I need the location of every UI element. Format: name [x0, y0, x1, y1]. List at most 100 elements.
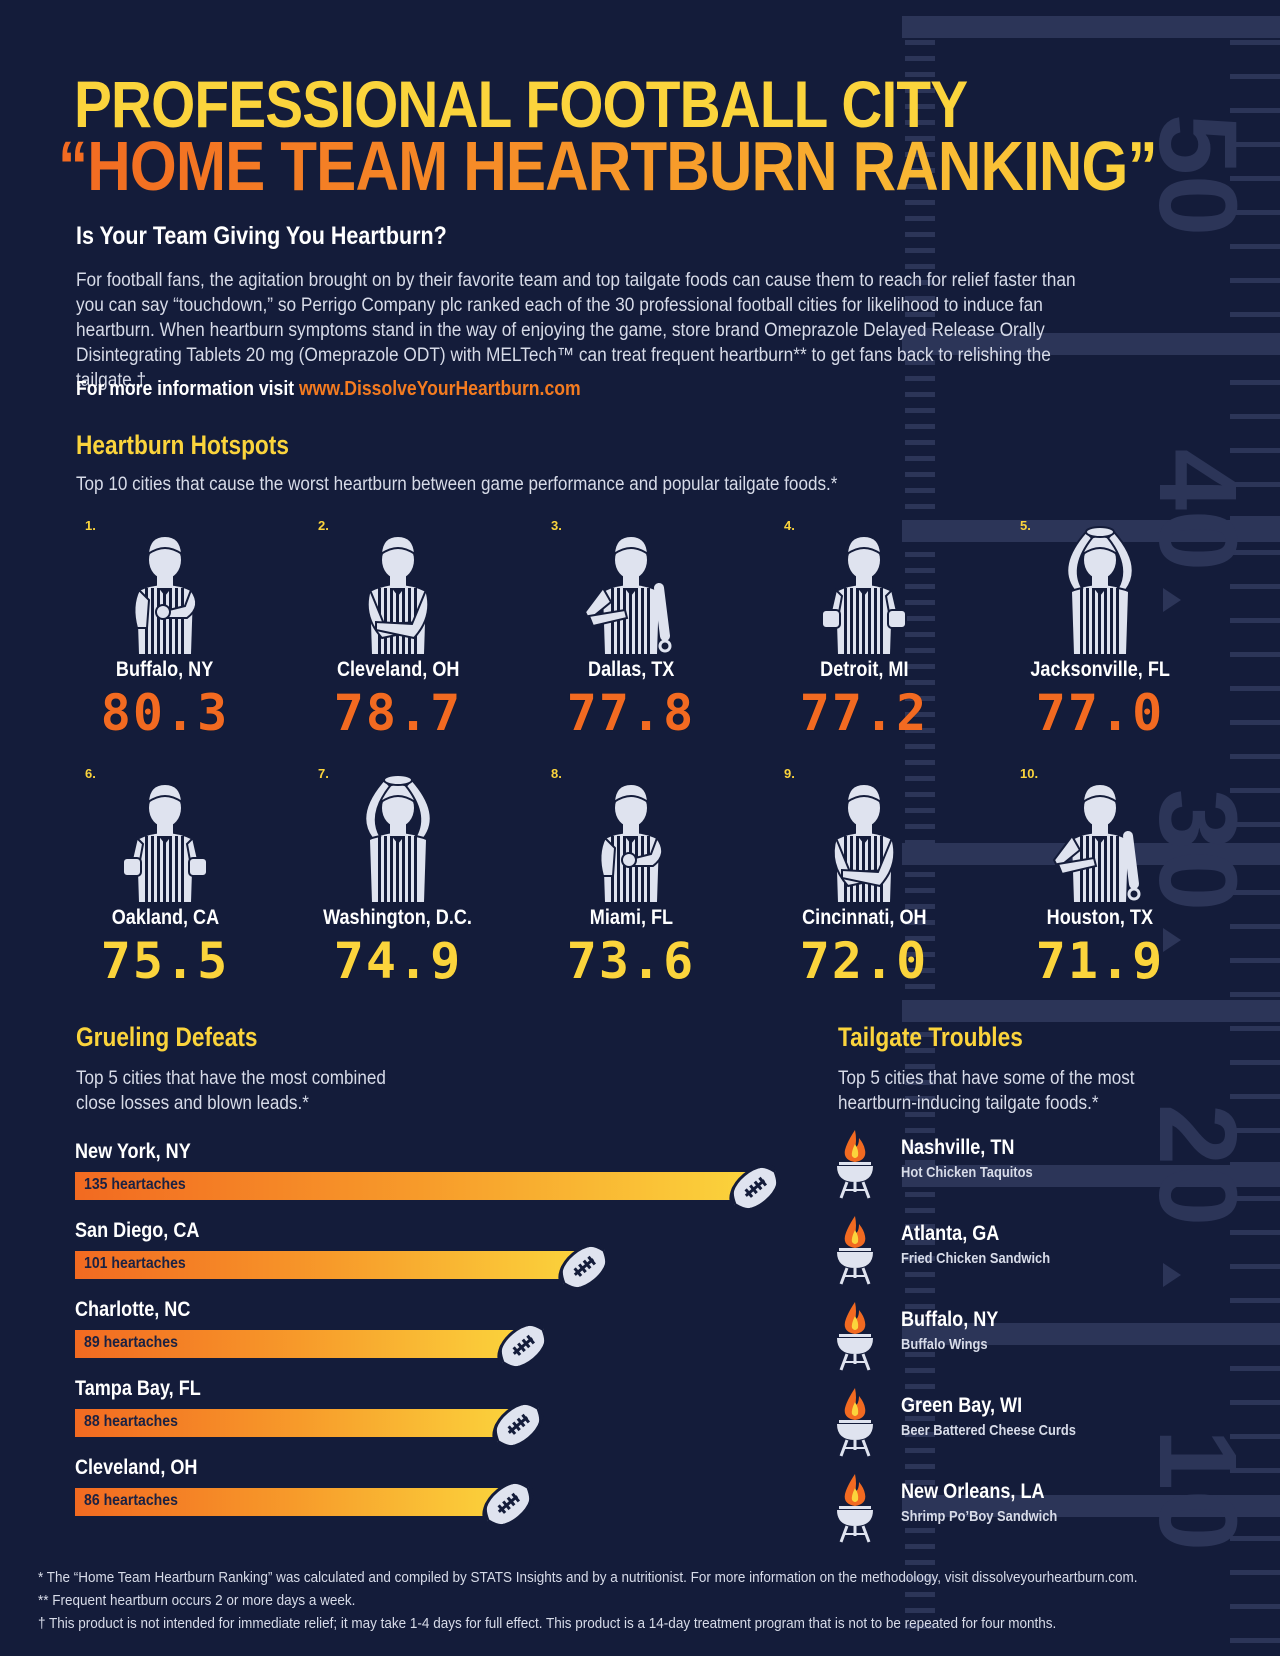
hash-mark — [905, 1096, 935, 1101]
hash-mark — [1230, 584, 1280, 589]
hash-mark — [905, 520, 935, 525]
hash-mark — [905, 1368, 935, 1373]
footnote-frequent: ** Frequent heartburn occurs 2 or more d… — [38, 1592, 356, 1609]
hotspot-card: 8. Miami, FL 73.6 — [521, 766, 741, 996]
tailgate-title: Tailgate Troubles — [838, 1022, 1023, 1052]
hash-mark — [905, 1048, 935, 1053]
tailgate-item: Atlanta, GA Fried Chicken Sandwich — [835, 1214, 1215, 1294]
hash-mark — [905, 504, 935, 509]
hotspot-city-label: Dallas, TX — [587, 658, 675, 681]
hash-mark — [1230, 958, 1280, 963]
hash-mark — [905, 952, 935, 957]
hash-mark — [1230, 1162, 1280, 1167]
hash-mark — [905, 1480, 935, 1485]
hash-mark — [1230, 1026, 1280, 1031]
hash-mark — [1230, 1264, 1280, 1269]
hotspot-score: 74.9 — [333, 932, 463, 990]
more-info-label: For more information visit — [76, 378, 295, 400]
hash-mark — [1230, 1094, 1280, 1099]
hash-mark — [905, 888, 935, 893]
hash-mark — [905, 968, 935, 973]
flaming-grill-icon — [835, 1472, 875, 1544]
hash-mark — [1230, 992, 1280, 997]
hash-mark — [905, 696, 935, 701]
referee-overhead-icon — [1050, 526, 1150, 656]
hash-mark — [905, 1560, 935, 1565]
hash-mark — [905, 1016, 935, 1021]
hash-mark — [1230, 1230, 1280, 1235]
hash-mark — [905, 104, 935, 109]
defeat-row: Tampa Bay, FL 88 heartaches — [75, 1377, 795, 1457]
hash-mark — [905, 232, 935, 237]
hash-mark — [905, 440, 935, 445]
hash-mark — [905, 1336, 935, 1341]
defeat-city: Cleveland, OH — [75, 1456, 198, 1479]
hash-mark — [1230, 788, 1280, 793]
hotspot-city-label: Cleveland, OH — [336, 658, 460, 681]
defeat-value-label: 88 heartaches — [84, 1413, 178, 1430]
hash-mark — [905, 1528, 935, 1533]
hash-mark — [905, 1512, 935, 1517]
tailgate-city: Buffalo, NY — [901, 1308, 999, 1331]
hash-mark — [905, 408, 935, 413]
direction-arrow — [1163, 1263, 1181, 1287]
hash-mark — [1230, 210, 1280, 215]
hotspot-city: Washington, D.C. — [288, 906, 508, 930]
hash-mark — [905, 264, 935, 269]
hotspot-city: Buffalo, NY — [55, 658, 275, 682]
hash-mark — [905, 600, 935, 605]
tailgate-food: Hot Chicken Taquitos — [901, 1164, 1033, 1181]
tailgate-food: Beer Battered Cheese Curds — [901, 1422, 1076, 1439]
hash-mark — [905, 1592, 935, 1597]
hotspot-card: 7. Washington, D.C. 74.9 — [288, 766, 508, 996]
hotspot-card: 6. Oakland, CA 75.5 — [55, 766, 275, 996]
tailgate-food: Buffalo Wings — [901, 1336, 988, 1353]
hotspot-city-label: Oakland, CA — [111, 906, 219, 929]
defeat-bar: 86 heartaches — [75, 1488, 508, 1516]
yard-line — [902, 1165, 1280, 1187]
hotspot-card: 9. Cincinnati, OH 72.0 — [754, 766, 974, 996]
football-icon — [725, 1158, 785, 1218]
hotspot-rank: 7. — [318, 766, 329, 781]
page-title-line1: PROFESSIONAL FOOTBALL CITY — [74, 67, 968, 141]
website-link[interactable]: www.DissolveYourHeartburn.com — [298, 378, 581, 400]
hotspot-card: 1. Buffalo, NY 80.3 — [55, 518, 275, 748]
hotspot-score: 71.9 — [1035, 932, 1165, 990]
yard-line — [902, 1323, 1280, 1345]
hash-mark — [905, 1208, 935, 1213]
hotspot-score: 73.6 — [566, 932, 696, 990]
hotspot-city-label: Miami, FL — [589, 906, 673, 929]
tailgate-city: Green Bay, WI — [901, 1394, 1023, 1417]
direction-arrow — [1163, 588, 1181, 612]
hash-mark — [1230, 142, 1280, 147]
hash-mark — [905, 568, 935, 573]
flaming-grill-icon — [835, 1214, 875, 1286]
defeats-title: Grueling Defeats — [76, 1022, 258, 1052]
hash-mark — [905, 456, 935, 461]
hash-mark — [1230, 1060, 1280, 1065]
tailgate-item: Nashville, TN Hot Chicken Taquitos — [835, 1128, 1215, 1208]
hash-mark — [905, 1112, 935, 1117]
hotspot-score: 77.0 — [1035, 684, 1165, 742]
hotspot-card: 3. Dallas, TX 77.8 — [521, 518, 741, 748]
defeat-city: Tampa Bay, FL — [75, 1377, 201, 1400]
tailgate-city: New Orleans, LA — [901, 1480, 1045, 1503]
defeat-row: New York, NY 135 heartaches — [75, 1140, 795, 1220]
hotspots-description: Top 10 cities that cause the worst heart… — [76, 474, 838, 495]
hash-mark — [1230, 924, 1280, 929]
hotspot-rank: 8. — [551, 766, 562, 781]
hotspot-city: Detroit, MI — [754, 658, 974, 682]
hash-mark — [905, 472, 935, 477]
hotspot-card: 10. Houston, TX 71.9 — [990, 766, 1210, 996]
hotspot-rank: 3. — [551, 518, 562, 533]
hash-mark — [905, 1496, 935, 1501]
defeat-city: New York, NY — [75, 1140, 191, 1163]
defeat-row: Cleveland, OH 86 heartaches — [75, 1456, 795, 1536]
hash-mark — [1230, 380, 1280, 385]
hash-mark — [905, 216, 935, 221]
hash-mark — [905, 632, 935, 637]
hash-mark — [905, 120, 935, 125]
hash-mark — [905, 1304, 935, 1309]
defeat-row: San Diego, CA 101 heartaches — [75, 1219, 795, 1299]
defeat-bar: 101 heartaches — [75, 1251, 584, 1279]
